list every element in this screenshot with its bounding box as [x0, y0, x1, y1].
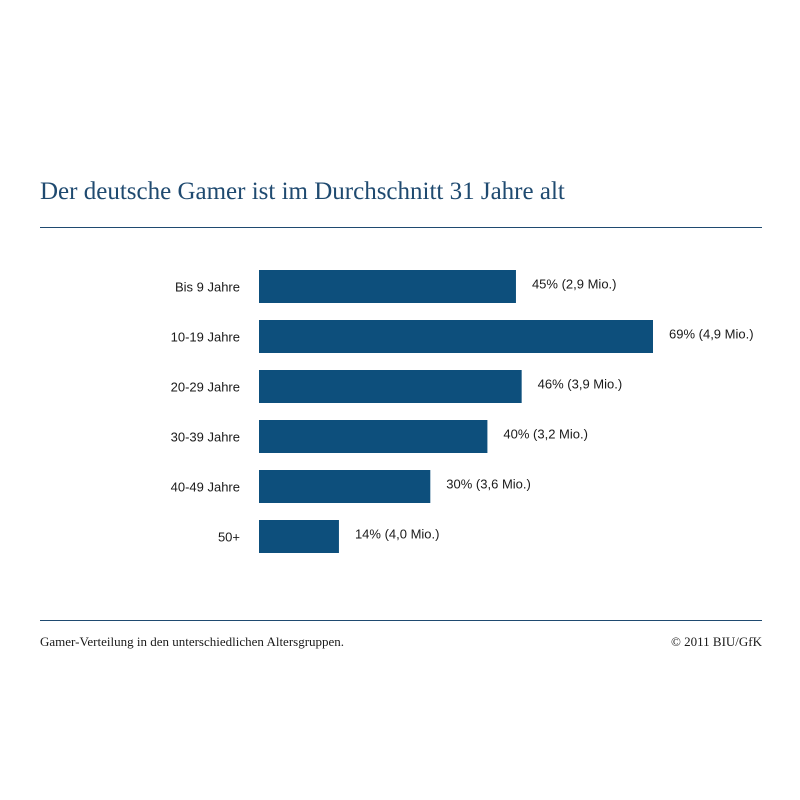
copyright-notice: © 2011 BIU/GfK [671, 634, 762, 649]
category-label: 20-29 Jahre [171, 380, 240, 395]
footer-divider [40, 620, 762, 621]
bar [259, 520, 339, 553]
data-label: 69% (4,9 Mio.) [669, 327, 754, 342]
chart-title: Der deutsche Gamer ist im Durchschnitt 3… [40, 178, 565, 205]
bar [259, 320, 653, 353]
category-label: 50+ [218, 530, 240, 545]
bar [259, 370, 522, 403]
data-label: 40% (3,2 Mio.) [503, 427, 588, 442]
category-label: Bis 9 Jahre [175, 280, 240, 295]
data-label: 14% (4,0 Mio.) [355, 527, 440, 542]
category-label: 10-19 Jahre [171, 330, 240, 345]
title-divider [40, 227, 762, 228]
data-label: 46% (3,9 Mio.) [538, 377, 623, 392]
category-label: 40-49 Jahre [171, 480, 240, 495]
bar [259, 420, 488, 453]
chart-caption: Gamer-Verteilung in den unterschiedliche… [40, 634, 345, 649]
data-label: 45% (2,9 Mio.) [532, 277, 617, 292]
data-label: 30% (3,6 Mio.) [446, 477, 531, 492]
category-label: 30-39 Jahre [171, 430, 240, 445]
bar [259, 470, 431, 503]
bar [259, 270, 516, 303]
